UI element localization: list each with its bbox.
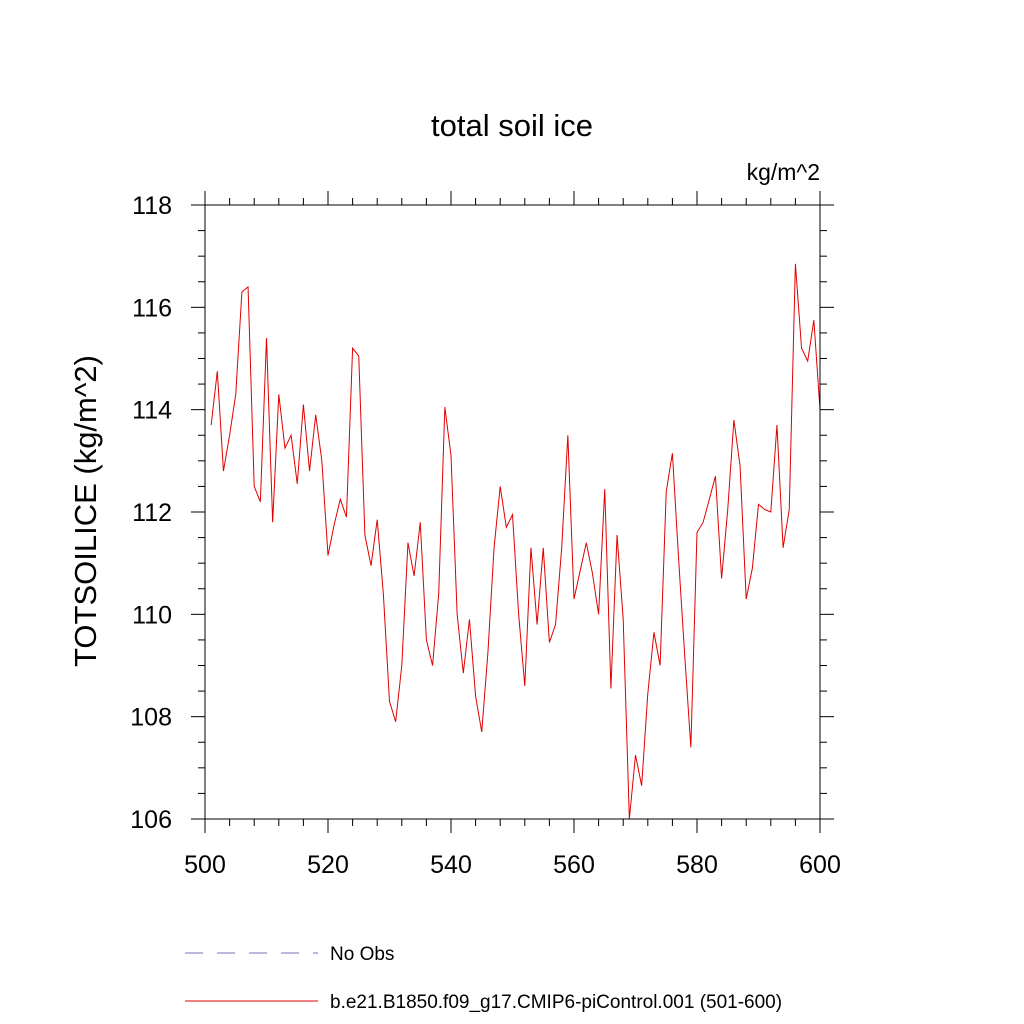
y-tick-label: 118 xyxy=(132,192,172,220)
y-tick-label: 112 xyxy=(132,499,172,527)
x-tick-label: 540 xyxy=(430,851,472,879)
minor-ticks xyxy=(198,198,827,826)
x-tick-label: 520 xyxy=(307,851,349,879)
series-line-0 xyxy=(210,263,821,820)
x-tick-label: 600 xyxy=(799,851,841,879)
legend-label-control: b.e21.B1850.f09_g17.CMIP6-piControl.001 … xyxy=(330,992,782,1013)
y-tick-label: 116 xyxy=(132,294,172,322)
y-axis-label: TOTSOILICE (kg/m^2) xyxy=(68,355,103,667)
y-tick-label: 106 xyxy=(130,806,172,834)
legend-label-no-obs: No Obs xyxy=(330,944,394,965)
x-tick-label: 580 xyxy=(676,851,718,879)
units-label: kg/m^2 xyxy=(747,159,820,185)
y-tick-label: 108 xyxy=(130,704,172,732)
y-tick-label: 114 xyxy=(132,397,172,425)
legend: No Obs b.e21.B1850.f09_g17.CMIP6-piContr… xyxy=(185,944,782,1013)
x-tick-label: 500 xyxy=(184,851,226,879)
tick-labels: 500 520 540 560 580 600 106 108 110 112 114 116 118 xyxy=(130,192,841,879)
chart-title: total soil ice xyxy=(431,108,593,143)
y-tick-label: 110 xyxy=(132,601,172,629)
series-layer xyxy=(210,263,821,820)
plot-frame xyxy=(204,204,821,820)
x-tick-label: 560 xyxy=(553,851,595,879)
major-ticks xyxy=(191,191,834,833)
